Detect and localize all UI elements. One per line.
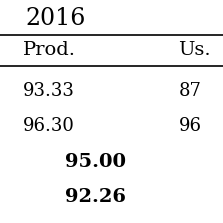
Text: 96: 96 bbox=[178, 117, 201, 135]
Text: 95.00: 95.00 bbox=[65, 153, 126, 171]
Text: 2016: 2016 bbox=[26, 7, 86, 31]
Text: 92.26: 92.26 bbox=[65, 188, 126, 206]
Text: 96.30: 96.30 bbox=[23, 117, 75, 135]
Text: Us.: Us. bbox=[178, 41, 211, 59]
Text: 87: 87 bbox=[178, 83, 201, 100]
Text: 93.33: 93.33 bbox=[23, 83, 75, 100]
Text: Prod.: Prod. bbox=[23, 41, 76, 59]
